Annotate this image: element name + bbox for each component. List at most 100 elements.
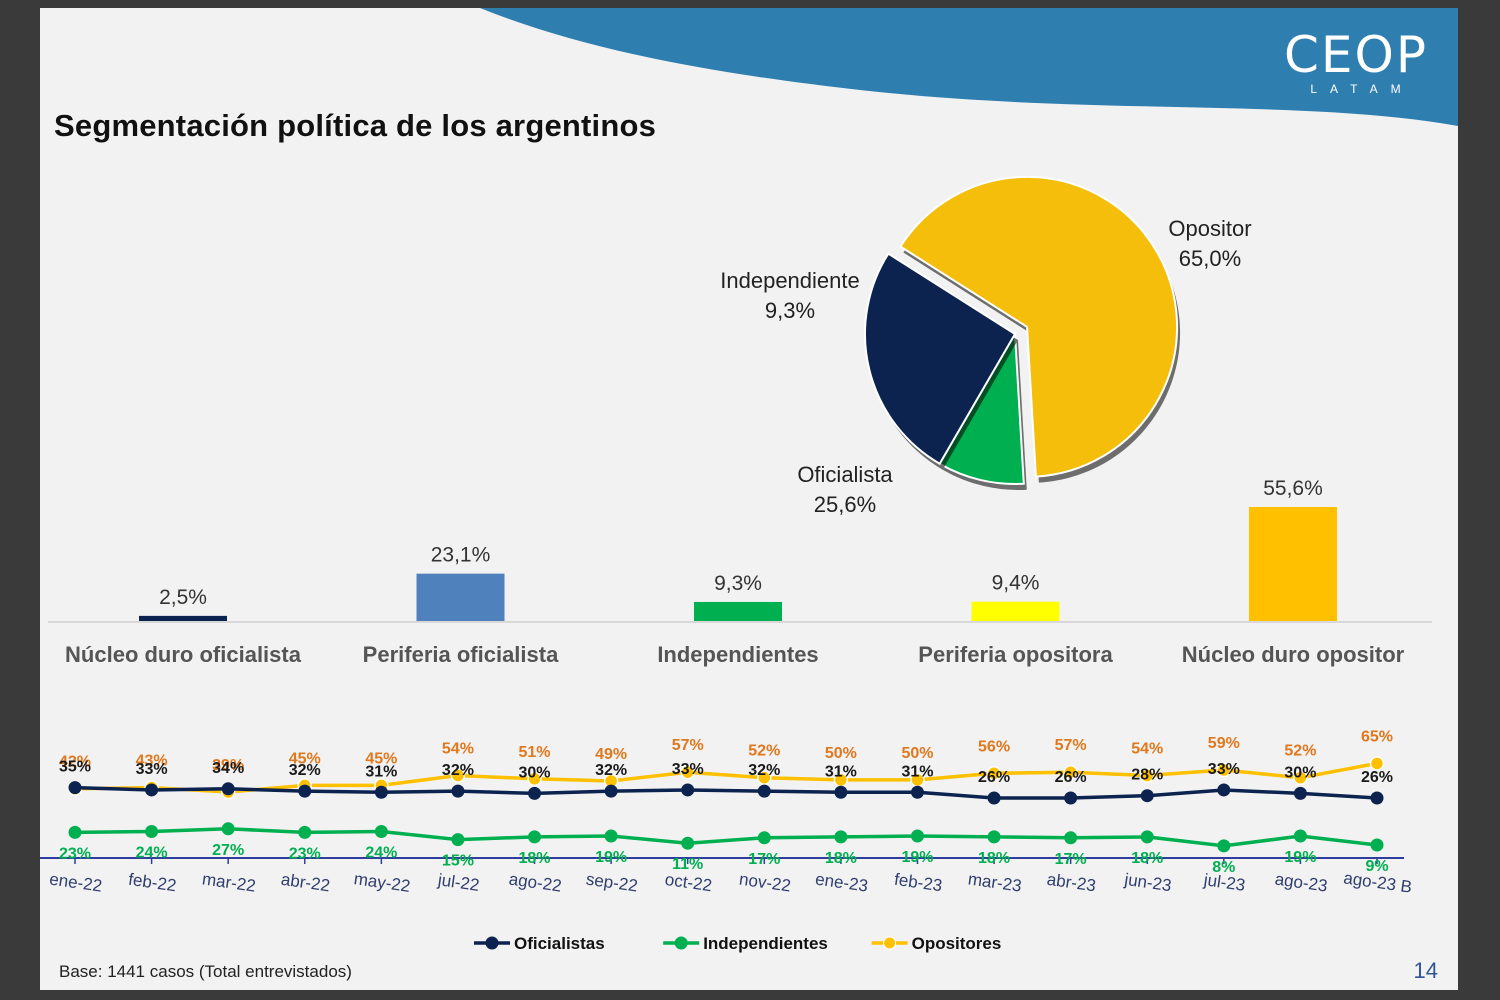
x-tick-label-ene-23: ene-23 bbox=[814, 869, 869, 895]
point-opositores-jul-23 bbox=[1216, 762, 1232, 778]
data-label-opositores-abr-22: 45% bbox=[289, 750, 321, 767]
x-tick-label-jun-23: jun-23 bbox=[1122, 870, 1172, 896]
data-label-independientes-mar-22: 27% bbox=[212, 842, 244, 859]
data-label-opositores-may-22: 45% bbox=[365, 750, 397, 767]
bar-independientes bbox=[694, 601, 782, 621]
data-label-oficialistas-ene-22: 35% bbox=[59, 759, 91, 776]
point-independientes-jul-22 bbox=[451, 833, 465, 847]
point-oficialistas-ago-23-b bbox=[1370, 791, 1384, 805]
logo-subtitle: LATAM bbox=[1310, 82, 1414, 96]
page-title: Segmentación política de los argentinos bbox=[54, 108, 657, 143]
point-oficialistas-sep-22 bbox=[604, 784, 618, 798]
point-oficialistas-abr-23 bbox=[1064, 791, 1078, 805]
pie-slice-oficialista bbox=[864, 252, 1017, 466]
point-independientes-nov-22 bbox=[757, 831, 771, 845]
x-tick-label-sep-22: sep-22 bbox=[585, 870, 639, 896]
legend-marker-oficialistas bbox=[485, 936, 499, 950]
bar-value-nucleo-duro-oficialista: 2,5% bbox=[159, 586, 207, 609]
point-oficialistas-may-22 bbox=[374, 785, 388, 799]
x-tick-label-ago-23: ago-23 bbox=[1274, 869, 1329, 895]
bar-value-nucleo-duro-opositor: 55,6% bbox=[1263, 477, 1323, 500]
point-opositores-mar-23 bbox=[986, 766, 1002, 781]
point-opositores-jul-22 bbox=[450, 768, 466, 783]
data-label-oficialistas-oct-22: 33% bbox=[672, 761, 704, 778]
data-label-independientes-sep-22: 19% bbox=[595, 849, 627, 866]
point-oficialistas-nov-22 bbox=[757, 784, 771, 798]
pie-label-oficialista: Oficialista bbox=[797, 462, 893, 487]
data-label-independientes-abr-22: 23% bbox=[289, 845, 321, 862]
point-opositores-ago-23 bbox=[1293, 770, 1308, 785]
pie-slice-opositor bbox=[899, 175, 1179, 478]
series-line-independientes bbox=[74, 827, 1378, 848]
x-tick-label-mar-22: mar-22 bbox=[201, 869, 257, 895]
point-independientes-abr-23 bbox=[1064, 831, 1078, 845]
data-label-independientes-may-22: 24% bbox=[365, 845, 397, 862]
point-independientes-abr-22 bbox=[298, 825, 312, 839]
data-label-opositores-ago-23: 52% bbox=[1284, 743, 1316, 760]
bar-nucleo-duro-oficialista bbox=[139, 615, 227, 621]
data-label-oficialistas-abr-23: 26% bbox=[1055, 769, 1087, 786]
point-oficialistas-ago-22 bbox=[528, 786, 542, 800]
data-label-opositores-ago-22: 51% bbox=[519, 744, 551, 761]
line-chart: ene-22 feb-22 mar-22 abr-22 may-22 jul-22 ago-… bbox=[40, 728, 1413, 953]
data-label-oficialistas-jul-23: 33% bbox=[1208, 761, 1240, 778]
point-independientes-jul-23 bbox=[1217, 839, 1231, 853]
x-tick-label-abr-22: abr-22 bbox=[280, 870, 331, 896]
bar-chart: 2,5% Núcleo duro oficialista 23,1% Periferi… bbox=[48, 477, 1432, 667]
data-label-independientes-ago-23: 19% bbox=[1284, 849, 1316, 866]
data-label-oficialistas-may-22: 31% bbox=[365, 763, 397, 780]
data-label-oficialistas-mar-22: 34% bbox=[212, 760, 244, 777]
series-line-oficialistas bbox=[74, 785, 1378, 800]
x-tick-label-abr-23: abr-23 bbox=[1046, 870, 1097, 896]
point-oficialistas-jun-23 bbox=[1140, 789, 1154, 803]
data-label-oficialistas-jul-22: 32% bbox=[442, 762, 474, 779]
point-opositores-jun-23 bbox=[1139, 768, 1155, 783]
pie-label-opositor: Opositor bbox=[1168, 216, 1251, 241]
header-wave bbox=[40, 8, 1458, 126]
x-tick-label-mar-23: mar-23 bbox=[967, 869, 1023, 895]
logo: CEOP LATAM bbox=[1284, 30, 1428, 96]
data-label-oficialistas-jun-23: 28% bbox=[1131, 767, 1163, 784]
legend-marker-opositores bbox=[883, 936, 897, 950]
data-label-independientes-feb-23: 19% bbox=[901, 849, 933, 866]
data-label-opositores-ene-22: 42% bbox=[59, 754, 91, 771]
point-independientes-may-22 bbox=[374, 825, 388, 838]
data-label-opositores-nov-22: 52% bbox=[748, 743, 780, 760]
data-label-opositores-sep-22: 49% bbox=[595, 746, 627, 763]
x-tick-label-feb-22: feb-22 bbox=[127, 870, 177, 896]
data-label-oficialistas-ago-22: 30% bbox=[519, 764, 551, 781]
page-number: 14 bbox=[1413, 958, 1438, 983]
x-tick-label-may-22: may-22 bbox=[353, 869, 412, 896]
point-oficialistas-feb-22 bbox=[145, 783, 159, 797]
data-label-opositores-mar-23: 56% bbox=[978, 738, 1010, 755]
data-label-opositores-feb-23: 50% bbox=[901, 745, 933, 762]
data-label-oficialistas-ago-23-b: 26% bbox=[1361, 769, 1393, 786]
point-independientes-ago-23-b bbox=[1370, 838, 1384, 852]
x-tick-label-nov-22: nov-22 bbox=[738, 870, 792, 896]
chart-canvas: Opositor 65,0% Independiente 9,3% Oficialist… bbox=[40, 8, 1458, 953]
point-oficialistas-mar-22 bbox=[221, 782, 235, 796]
bar-category-independientes: Independientes bbox=[657, 642, 818, 667]
point-independientes-feb-23 bbox=[910, 829, 924, 843]
data-label-opositores-ene-23: 50% bbox=[825, 745, 857, 762]
pie-label-independiente: Independiente bbox=[720, 268, 859, 293]
x-tick-label-ene-22: ene-22 bbox=[48, 869, 103, 895]
data-label-independientes-nov-22: 17% bbox=[748, 851, 780, 868]
data-label-independientes-ene-23: 18% bbox=[825, 850, 857, 867]
data-label-opositores-oct-22: 57% bbox=[672, 737, 704, 754]
data-label-independientes-mar-23: 18% bbox=[978, 850, 1010, 867]
point-opositores-abr-23 bbox=[1063, 764, 1078, 780]
data-label-independientes-abr-23: 17% bbox=[1055, 851, 1087, 868]
data-label-independientes-feb-22: 24% bbox=[136, 845, 168, 862]
data-label-opositores-abr-23: 57% bbox=[1055, 737, 1087, 754]
point-oficialistas-mar-23 bbox=[987, 791, 1001, 805]
bar-value-independientes: 9,3% bbox=[714, 572, 762, 595]
pie-chart: Opositor 65,0% Independiente 9,3% Oficialist… bbox=[720, 175, 1252, 517]
point-oficialistas-abr-22 bbox=[298, 784, 312, 798]
point-independientes-ene-23 bbox=[834, 830, 848, 844]
x-tick-label-feb-23: feb-23 bbox=[893, 870, 943, 896]
data-label-opositores-ago-23-b: 65% bbox=[1361, 728, 1393, 745]
data-label-independientes-ago-23-b: 9% bbox=[1365, 858, 1388, 875]
x-tick-label-jul-22: jul-22 bbox=[436, 870, 481, 895]
legend-label-independientes: Independientes bbox=[703, 934, 828, 953]
